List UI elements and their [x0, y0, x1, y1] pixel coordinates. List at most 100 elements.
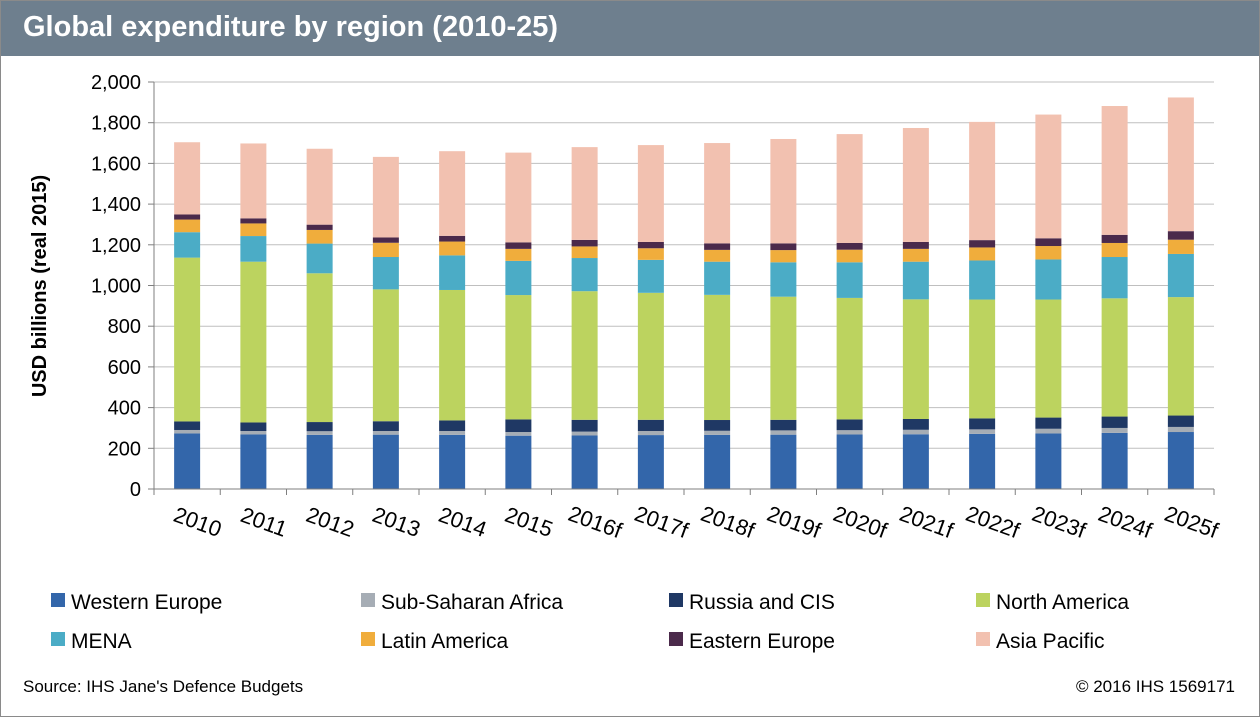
bar-segment-mena: [1101, 257, 1128, 299]
legend-label: North America: [996, 591, 1129, 614]
bar-segment-north-america: [571, 291, 598, 420]
bar-segment-russia-and-cis: [240, 422, 267, 432]
bar-segment-eastern-europe: [306, 224, 333, 230]
legend-label: MENA: [71, 630, 132, 653]
bar-segment-western-europe: [505, 435, 532, 489]
bar-segment-russia-and-cis: [1101, 416, 1128, 428]
bar-segment-latin-america: [902, 248, 929, 262]
x-tick-label: 2020f: [830, 501, 891, 544]
bar-segment-sub-saharan-africa: [306, 431, 333, 435]
bar-segment-western-europe: [240, 434, 267, 489]
bar-segment-western-europe: [1101, 432, 1128, 489]
legend-item: Western Europe: [51, 591, 222, 614]
bar-segment-sub-saharan-africa: [1167, 426, 1194, 433]
bar-segment-north-america: [505, 295, 532, 420]
bar-segment-western-europe: [372, 434, 399, 489]
bar-segment-sub-saharan-africa: [1101, 427, 1128, 433]
bar-segment-asia-pacific: [571, 147, 598, 240]
bar-segment-mena: [637, 259, 664, 293]
bar-segment-eastern-europe: [505, 242, 532, 249]
bar-segment-mena: [571, 258, 598, 292]
bar-segment-latin-america: [240, 223, 267, 237]
bar-segment-eastern-europe: [439, 235, 466, 242]
bar-segment-mena: [240, 236, 267, 262]
bar-segment-sub-saharan-africa: [439, 431, 466, 435]
bar-segment-asia-pacific: [372, 156, 399, 238]
legend-item: Asia Pacific: [976, 630, 1105, 653]
y-tick-label: 1,600: [91, 153, 141, 175]
x-tick-labels: 2010 2011 2012 2013 2014 2015 2016f 2017f 2018f 2…: [170, 501, 1222, 544]
bar-segment-russia-and-cis: [1035, 417, 1062, 429]
legend-swatch: [669, 632, 683, 646]
legend-item: North America: [976, 591, 1129, 614]
bar-segment-eastern-europe: [770, 243, 797, 251]
y-tick-labels: 0 200 400 600 800 1,000 1,200 1,400 1,600 1,800 2,…: [91, 72, 141, 501]
legend-swatch: [976, 632, 990, 646]
bar-segment-russia-and-cis: [969, 418, 996, 430]
bar-segment-mena: [969, 260, 996, 300]
bar-segment-eastern-europe: [704, 243, 731, 250]
bar-segment-sub-saharan-africa: [902, 429, 929, 435]
bar-segment-north-america: [1167, 297, 1194, 416]
bar-segment-western-europe: [439, 434, 466, 489]
bar-segment-latin-america: [306, 229, 333, 244]
bar-segment-russia-and-cis: [902, 418, 929, 430]
y-tick-label: 1,000: [91, 276, 141, 298]
bar-segment-latin-america: [1101, 242, 1128, 258]
bar-segment-eastern-europe: [969, 240, 996, 248]
bar-segment-asia-pacific: [174, 142, 201, 215]
bar-segment-asia-pacific: [1167, 97, 1194, 232]
legend-swatch: [361, 632, 375, 646]
x-tick-label: 2012: [303, 502, 358, 542]
bar-segment-asia-pacific: [1101, 106, 1128, 235]
y-tick-label: 400: [108, 398, 141, 420]
bar-segment-sub-saharan-africa: [571, 431, 598, 436]
y-tick-label: 1,200: [91, 235, 141, 257]
bar-segment-western-europe: [902, 434, 929, 489]
y-tick-label: 200: [108, 438, 141, 460]
bar-segment-russia-and-cis: [174, 421, 201, 430]
bar-segment-north-america: [637, 292, 664, 420]
bar-segment-latin-america: [505, 248, 532, 261]
legend-label: Western Europe: [71, 591, 222, 614]
bar-segment-mena: [372, 257, 399, 290]
bar-segment-eastern-europe: [836, 242, 863, 250]
bars: [174, 97, 1194, 489]
bar-segment-sub-saharan-africa: [1035, 428, 1062, 434]
bar-segment-russia-and-cis: [439, 420, 466, 432]
bar-segment-western-europe: [1167, 432, 1194, 489]
bar-segment-western-europe: [969, 433, 996, 489]
y-axis-title: USD billions (real 2015): [29, 175, 51, 397]
bar-segment-north-america: [240, 261, 267, 423]
y-tick-label: 600: [108, 357, 141, 379]
legend-item: Latin America: [361, 630, 509, 653]
x-tick-label: 2013: [369, 502, 424, 542]
bar-segment-mena: [439, 255, 466, 290]
bar-segment-western-europe: [571, 435, 598, 489]
bar-segment-sub-saharan-africa: [836, 430, 863, 435]
y-tick-label: 0: [130, 479, 141, 501]
bar-segment-mena: [836, 262, 863, 298]
x-tick-label: 2017f: [631, 501, 692, 544]
bar-segment-mena: [306, 243, 333, 274]
x-tick-label: 2024f: [1095, 501, 1156, 544]
bar-segment-mena: [1035, 259, 1062, 300]
legend-swatch: [51, 593, 65, 607]
bar-segment-eastern-europe: [240, 218, 267, 224]
bar-segment-asia-pacific: [505, 152, 532, 243]
bar-segment-asia-pacific: [439, 151, 466, 236]
y-tick-label: 1,400: [91, 194, 141, 216]
legend: Western Europe Sub-Saharan Africa Russia a…: [51, 591, 1129, 653]
bar-segment-russia-and-cis: [505, 419, 532, 433]
bar-segment-russia-and-cis: [571, 419, 598, 432]
x-tick-label: 2011: [237, 502, 290, 542]
bar-segment-latin-america: [836, 249, 863, 263]
bar-segment-eastern-europe: [174, 214, 201, 220]
bar-segment-latin-america: [571, 246, 598, 259]
bar-segment-north-america: [1035, 299, 1062, 418]
bar-segment-latin-america: [704, 249, 731, 262]
legend-item: Eastern Europe: [669, 630, 835, 653]
bar-segment-latin-america: [770, 250, 797, 263]
bar-segment-north-america: [1101, 298, 1128, 417]
